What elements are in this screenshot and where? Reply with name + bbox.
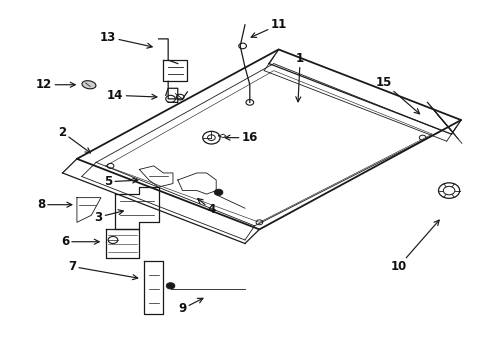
Text: 1: 1 <box>296 52 304 102</box>
Text: 2: 2 <box>58 126 91 153</box>
Text: 10: 10 <box>391 220 439 273</box>
Text: 7: 7 <box>68 260 138 280</box>
Text: 8: 8 <box>37 198 72 211</box>
Circle shape <box>214 189 223 195</box>
Text: 9: 9 <box>178 298 203 315</box>
Text: 11: 11 <box>251 18 287 37</box>
Text: 5: 5 <box>104 175 138 188</box>
Text: 6: 6 <box>61 235 99 248</box>
Text: 16: 16 <box>225 131 258 144</box>
Text: 3: 3 <box>95 210 123 224</box>
Text: 4: 4 <box>198 198 216 216</box>
Circle shape <box>166 283 175 289</box>
Text: 12: 12 <box>36 78 75 91</box>
Text: 14: 14 <box>107 89 157 102</box>
Text: 15: 15 <box>376 76 419 114</box>
Text: 13: 13 <box>100 31 152 48</box>
Ellipse shape <box>82 81 96 89</box>
